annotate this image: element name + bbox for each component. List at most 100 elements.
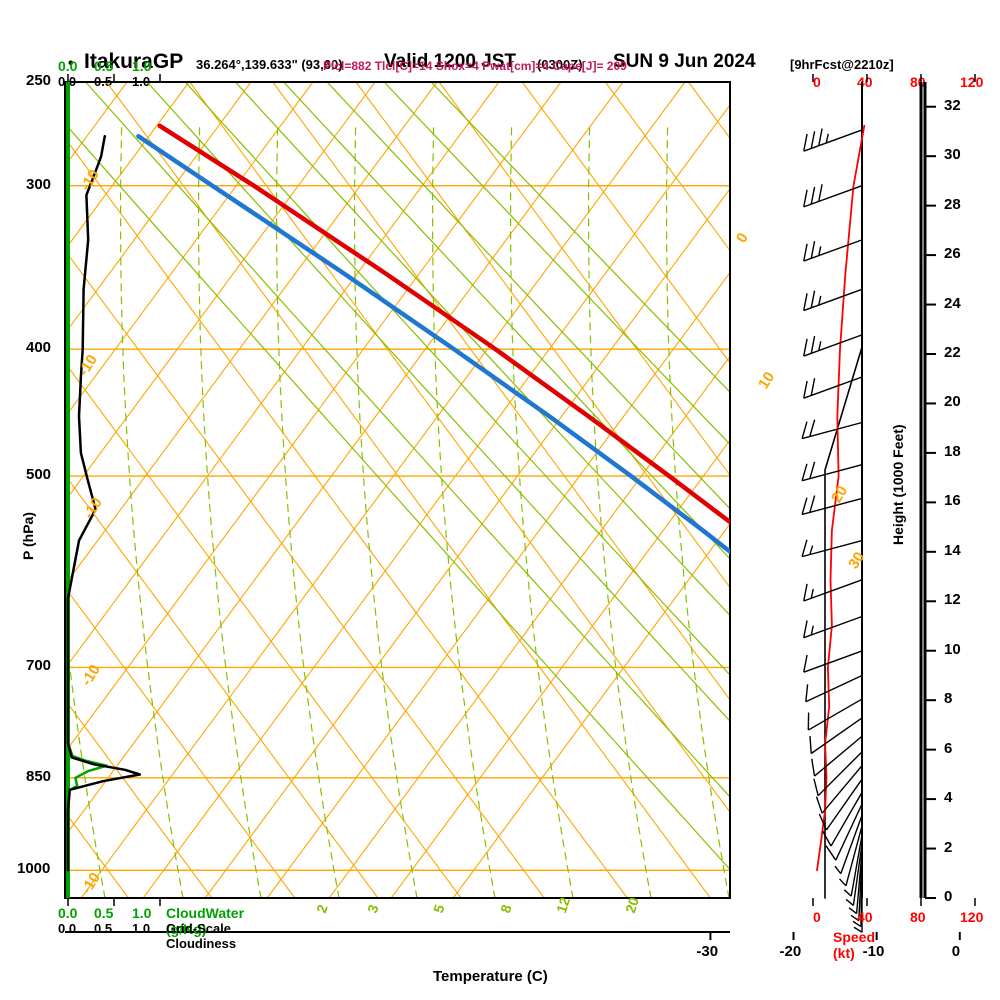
dry-adiabat-line: [65, 82, 314, 419]
wind-barb-half: [810, 588, 814, 599]
wind-barb-shaft: [821, 765, 863, 814]
speed-axis-label: Speed (kt): [833, 929, 876, 961]
wind-barb-full: [815, 796, 823, 814]
dry-adiabat-line: [65, 82, 624, 838]
speed-tick-bottom-1: 40: [857, 909, 873, 925]
wind-barb-shaft: [814, 735, 863, 777]
height-tick-30: 30: [944, 146, 961, 164]
speed-tick-top-1: 40: [857, 74, 873, 90]
isotherm-line: [65, 249, 545, 898]
forecast-info: [9hrFcst@2210z]: [790, 57, 894, 72]
height-tick-10: 10: [944, 640, 961, 658]
plot-border: [64, 81, 731, 899]
pressure-tick-250: 250: [26, 72, 52, 89]
wind-barb-shaft: [835, 803, 863, 861]
valid-time-utc: (0300Z): [537, 57, 583, 72]
wind-barb-shaft: [803, 650, 863, 673]
wind-barb-shaft: [845, 825, 863, 886]
isotherm-line: [355, 82, 730, 589]
height-tick-2: 2: [944, 838, 953, 856]
speed-tick-bottom-3: 120: [960, 909, 984, 925]
wind-barb-shaft: [803, 129, 863, 152]
wind-barb-half: [850, 914, 860, 922]
wind-barb-shaft: [850, 834, 863, 897]
wind-barb-full: [805, 684, 809, 702]
wind-barb-shaft: [801, 539, 863, 558]
saturated-adiabat-line: [198, 125, 262, 898]
pressure-tick-300: 300: [26, 175, 52, 193]
wind-barb-full: [801, 421, 808, 439]
wind-barb-full: [811, 758, 816, 777]
speed-tick-top-3: 120: [960, 74, 984, 90]
wind-barb-shaft: [855, 851, 863, 914]
cloudiness-tick-bottom-2: 1.0: [132, 921, 151, 936]
wind-barb-shaft: [803, 334, 863, 357]
dry-adiabat-line: [266, 271, 730, 898]
height-tick-18: 18: [944, 442, 961, 460]
cloudwater-tick-2: 1.0: [132, 58, 152, 74]
mixing-ratio-line: [234, 82, 730, 617]
curve-parcel: [820, 598, 1000, 870]
wind-barb-half: [848, 907, 858, 915]
mixing-ratio-line: [85, 82, 730, 798]
pressure-tick-400: 400: [26, 339, 52, 357]
wind-barb-half: [852, 920, 862, 928]
height-tick-4: 4: [944, 789, 953, 807]
wind-barb-shaft: [801, 463, 863, 482]
wind-barb-shaft: [803, 376, 863, 399]
saturated-adiabat-line: [666, 125, 730, 898]
temperature-tick--30: -30: [696, 943, 719, 960]
wind-barb-full: [801, 539, 808, 557]
mixing-ratio-line: [383, 82, 730, 446]
height-tick-32: 32: [944, 96, 961, 114]
wind-barb-full: [813, 778, 819, 796]
mixing-ratio-line: [430, 82, 730, 393]
valid-time-label: Valid 1200 JST: [384, 51, 517, 72]
wind-barb-full: [818, 128, 823, 146]
height-tick-0: 0: [944, 888, 953, 905]
wind-barb-full: [810, 186, 816, 205]
height-tick-26: 26: [944, 245, 961, 263]
wind-barb-full: [818, 184, 823, 202]
mixing-ratio-line: [65, 122, 730, 871]
station-name: ItakuraGP: [84, 50, 184, 73]
header-bar: • ItakuraGP 36.264°,139.633" (93,60) Val…: [0, 24, 1000, 73]
pressure-tick-700: 700: [26, 657, 52, 675]
wind-barb-half: [825, 133, 829, 144]
wind-barb-half: [810, 625, 814, 636]
wind-barb-shaft: [807, 698, 863, 731]
pressure-tick-500: 500: [26, 466, 52, 484]
pressure-tick-850: 850: [26, 767, 52, 785]
temperature-tick--10: -10: [862, 943, 885, 960]
dry-adiabat-line: [328, 355, 730, 898]
wind-barb-shaft: [817, 751, 863, 797]
cloudiness-tick-bottom-0: 0.0: [58, 921, 77, 936]
dry-adiabat-line: [0, 82, 3, 898]
dry-adiabat-line: [65, 82, 376, 502]
station-coordinates: 36.264°,139.633" (93,60): [196, 57, 343, 72]
wind-barb-full: [810, 241, 816, 259]
speed-tick-bottom-2: 80: [910, 909, 926, 925]
dry-adiabat-line: [204, 187, 730, 898]
saturated-adiabat-line: [510, 125, 574, 898]
sounding-curves: [136, 123, 1000, 870]
saturated-adiabat-line: [588, 125, 652, 898]
dry-adiabat-line: [452, 522, 730, 898]
isotherm-line: [272, 82, 730, 701]
wind-barb-half: [845, 898, 854, 907]
wind-barb-half: [834, 865, 842, 875]
mixing-ratio-line: [283, 82, 730, 560]
height-axis-label: Height (1000 Feet): [890, 424, 906, 545]
wind-barb-full: [818, 813, 828, 831]
wind-barb-shaft: [840, 815, 863, 874]
cloudwater-axis-label: CloudWater (g/Kg): [166, 905, 245, 937]
dry-adiabat-line: [65, 82, 252, 335]
wind-barb-full: [809, 495, 816, 513]
dry-adiabat-line: [65, 82, 562, 754]
temperature-tick-0: 0: [951, 943, 961, 960]
isotherm-line: [604, 82, 730, 252]
wind-barb-half: [809, 545, 814, 555]
wind-barb-full: [810, 290, 816, 308]
height-tick-28: 28: [944, 195, 961, 213]
